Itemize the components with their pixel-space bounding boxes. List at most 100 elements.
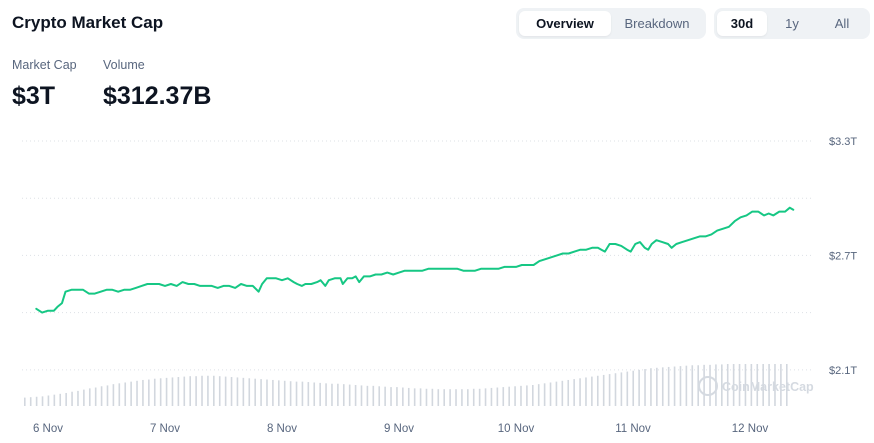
volume-bar [230,377,233,406]
volume-bar [236,377,239,406]
volume-bar [165,377,168,406]
y-tick-label: $2.1T [829,365,857,377]
market-cap-chart[interactable]: CoinMarketCap $3.3T $2.7T $2.1T 6 Nov 7 Nov… [0,120,874,443]
volume-bar [396,387,398,406]
volume-bar [561,380,564,406]
grid-lines [22,140,812,371]
volume-bar [242,377,245,406]
volume-bar [342,384,345,406]
volume-bar [260,379,262,406]
volume-bar [112,384,115,406]
volume-bar [732,364,735,406]
volume-bar [289,381,292,406]
volume-bar [650,368,652,406]
volume-bar [348,384,351,406]
volume-bar [555,381,558,406]
volume-bar [266,379,268,406]
volume-bar [502,387,505,406]
volume-bar [207,375,209,406]
volume-bar [762,364,764,406]
volume-bar [41,396,44,406]
volume-bar [213,375,215,406]
volume-bar [378,386,381,406]
volume-bar [59,393,62,406]
volume-bar [313,382,316,406]
volume-bar [354,385,357,406]
volume-bar [614,373,617,406]
range-1y-button[interactable]: 1y [785,16,799,31]
volume-bar [413,388,416,406]
volume-bar [579,378,581,406]
volume-bar [602,374,605,406]
volume-bar [218,376,221,406]
volume-bar [673,366,676,406]
volume-bar [768,364,770,406]
volume-bar [744,364,747,406]
volume-bar [407,387,410,406]
volume-bar [620,372,623,406]
volume-bar [77,390,79,406]
x-tick-label: 6 Nov [33,423,63,435]
watermark-text: CoinMarketCap [722,380,814,394]
volume-bar [786,364,788,406]
volume-bar [685,365,688,406]
volume-bar [715,364,717,406]
volume-bar [372,385,375,406]
y-tick-label: $3.3T [829,136,857,148]
volume-bar [47,395,50,406]
volume-bar [780,364,782,406]
volume-bar [591,376,593,406]
volume-bar [703,364,705,406]
volume-bar [177,377,180,406]
volume-bar [71,391,73,406]
volume-bar [88,388,91,406]
volume-bar [514,386,516,406]
volume-bar [679,366,682,406]
volume-bar [455,389,457,406]
volume-bar [608,374,611,406]
range-all-button[interactable]: All [834,16,850,31]
volume-bar [626,371,629,406]
volume-bar [159,378,162,406]
volume-bar [425,388,428,406]
volume-bar [721,364,723,406]
page-title: Crypto Market Cap [12,13,164,32]
volume-bar [567,379,570,406]
volume-bar [295,381,298,406]
volume-bar [490,387,493,406]
line-series[interactable] [35,206,795,314]
volume-bar [360,385,363,406]
market-cap-label: Market Cap [12,58,77,72]
volume-bar [667,366,670,406]
tab-overview[interactable]: Overview [519,11,611,36]
volume-bar [136,380,138,406]
volume-bar [248,378,251,406]
volume-bar [431,388,434,406]
x-axis: 6 Nov 7 Nov 8 Nov 9 Nov 10 Nov 11 Nov 12 Nov [33,423,768,435]
volume-bar [366,385,369,406]
series-line[interactable] [35,206,795,314]
y-axis: $3.3T $2.7T $2.1T [829,136,857,377]
volume-bar [543,383,546,406]
tab-breakdown[interactable]: Breakdown [624,16,690,31]
volume-bar [325,383,327,406]
volume-bar [738,364,741,406]
volume-bar [278,380,280,406]
x-tick-label: 7 Nov [150,423,180,435]
volume-bar [29,397,32,406]
range-30d-button[interactable]: 30d [717,11,767,36]
volume-bar [549,382,552,406]
volume-bar [124,382,127,406]
volume-bar [254,378,256,406]
volume-bar [201,375,203,406]
volume-bar [195,376,197,406]
volume-bar [83,389,85,406]
volume-bar [774,364,776,406]
volume-bar [130,381,132,406]
volume-bar [331,383,333,406]
volume-bar [585,377,587,406]
watermark-logo-icon [698,376,718,396]
volume-bar [35,396,38,406]
volume-bar [573,379,575,406]
x-tick-label: 8 Nov [267,423,297,435]
